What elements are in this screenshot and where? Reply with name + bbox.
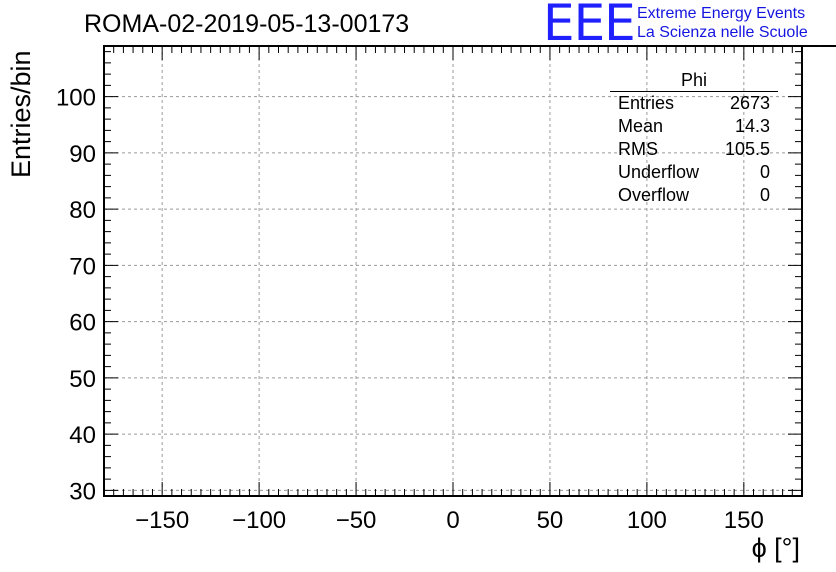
y-tick-label: 100 xyxy=(56,85,96,112)
stats-row-overflow: Overflow 0 xyxy=(610,184,778,207)
y-tick-label: 30 xyxy=(69,478,96,505)
logo-line-2: La Scienza nelle Scuole xyxy=(637,24,808,41)
stats-value: 2673 xyxy=(729,93,770,113)
stats-value: 105.5 xyxy=(724,139,770,159)
eee-logo-text: Extreme Energy Events La Scienza nelle S… xyxy=(637,4,808,42)
stats-label: Entries xyxy=(618,93,675,113)
x-tick-label: 150 xyxy=(724,507,764,534)
stats-row-rms: RMS 105.5 xyxy=(610,138,778,161)
y-tick-label: 90 xyxy=(69,141,96,168)
stats-label: Underflow xyxy=(618,162,700,182)
x-tick-label: 100 xyxy=(627,507,667,534)
stats-row-entries: Entries 2673 xyxy=(610,92,778,115)
stats-value: 0 xyxy=(759,185,770,205)
stats-row-mean: Mean 14.3 xyxy=(610,115,778,138)
y-tick-labels: 30 40 50 60 70 80 90 100 xyxy=(56,85,96,506)
x-tick-label: −150 xyxy=(135,507,189,534)
stats-label: RMS xyxy=(618,139,658,159)
y-tick-label: 40 xyxy=(69,422,96,449)
x-tick-label: −100 xyxy=(232,507,286,534)
stats-box-title: Phi xyxy=(610,70,778,92)
eee-logo: EEE xyxy=(543,0,636,52)
x-tick-label: −50 xyxy=(336,507,377,534)
y-tick-label: 60 xyxy=(69,310,96,337)
chart-title: ROMA-02-2019-05-13-00173 xyxy=(84,10,410,38)
x-axis-label: ϕ [°] xyxy=(751,533,800,563)
stats-row-underflow: Underflow 0 xyxy=(610,161,778,184)
x-tick-label: 50 xyxy=(537,507,564,534)
stats-value: 14.3 xyxy=(734,116,770,136)
grid-lines xyxy=(104,46,802,496)
stats-box: Phi Entries 2673 Mean 14.3 RMS 105.5 Und… xyxy=(610,70,778,207)
x-tick-labels: −150 −100 −50 0 50 100 150 xyxy=(135,507,764,534)
y-axis-label: Entries/bin xyxy=(6,50,36,178)
x-tick-label: 0 xyxy=(446,507,459,534)
stats-label: Mean xyxy=(618,116,664,136)
stats-value: 0 xyxy=(759,162,770,182)
stats-label: Overflow xyxy=(618,185,690,205)
logo-line-1: Extreme Energy Events xyxy=(637,5,806,22)
y-tick-label: 70 xyxy=(69,253,96,280)
axis-ticks xyxy=(104,46,802,496)
y-tick-label: 50 xyxy=(69,366,96,393)
y-tick-label: 80 xyxy=(69,197,96,224)
